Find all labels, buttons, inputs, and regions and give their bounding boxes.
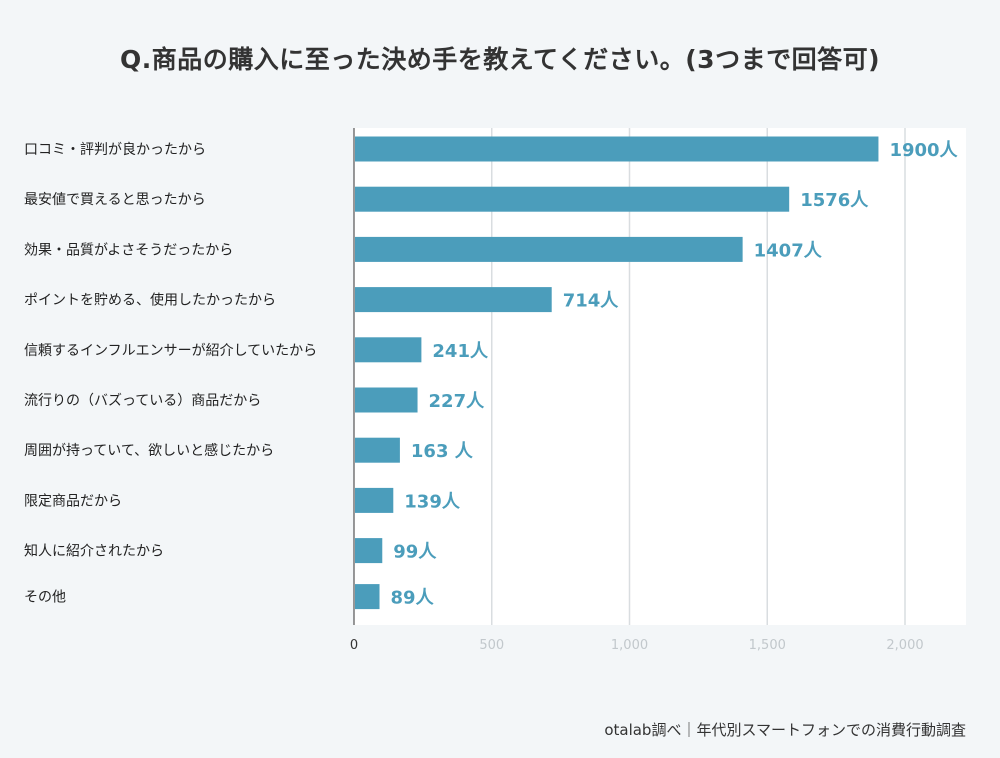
category-label-5: 信頼するインフルエンサーが紹介していたから	[24, 343, 317, 359]
bar-7	[355, 437, 400, 463]
bar-4	[355, 287, 552, 313]
bar-5	[355, 337, 422, 363]
category-label-10: その他	[24, 590, 66, 606]
tick-label-2000: 2,000	[886, 638, 923, 653]
bar-2	[355, 186, 790, 212]
value-label-6: 227人	[429, 391, 486, 412]
bar-8	[355, 487, 394, 513]
bar-chart: 口コミ・評判が良かったから最安値で買えると思ったから効果・品質がよさそうだったか…	[24, 128, 966, 653]
bar-1	[355, 136, 879, 162]
value-label-8: 139人	[404, 491, 461, 512]
category-label-3: 効果・品質がよさそうだったから	[24, 242, 233, 258]
value-label-9: 99人	[393, 542, 437, 563]
value-label-5: 241人	[432, 341, 489, 362]
value-label-3: 1407人	[754, 240, 823, 261]
value-labels: 1900人 1576人 1407人 714人 241人 227人 163 人 139人 99人 8…	[391, 140, 959, 609]
category-label-6: 流行りの（バズっている）商品だから	[24, 393, 261, 409]
bar-3	[355, 236, 743, 262]
tick-label-500: 500	[479, 638, 504, 653]
value-label-2: 1576人	[800, 190, 869, 211]
bar-6	[355, 387, 418, 413]
category-label-7: 周囲が持っていて、欲しいと感じたから	[24, 442, 274, 459]
category-label-4: ポイントを貯める、使用したかったから	[24, 292, 276, 309]
tick-label-0: 0	[350, 638, 358, 653]
tick-label-1500: 1,500	[749, 638, 786, 653]
chart-title: Q.商品の購入に至った決め手を教えてください。(3つまで回答可)	[120, 45, 880, 74]
value-label-1: 1900人	[889, 140, 958, 161]
category-label-1: 口コミ・評判が良かったから	[24, 142, 206, 158]
category-label-9: 知人に紹介されたから	[24, 543, 164, 560]
value-label-10: 89人	[391, 588, 435, 609]
bar-9	[355, 538, 383, 564]
source-note: otalab調べ｜年代別スマートフォンでの消費行動調査	[604, 721, 966, 739]
value-label-7: 163 人	[411, 441, 474, 462]
value-label-4: 714人	[563, 291, 620, 312]
bars	[355, 136, 879, 610]
x-axis-ticks: 0 500 1,000 1,500 2,000	[350, 638, 924, 653]
category-label-8: 限定商品だから	[24, 493, 122, 509]
category-labels: 口コミ・評判が良かったから最安値で買えると思ったから効果・品質がよさそうだったか…	[24, 142, 317, 606]
bar-10	[355, 584, 380, 610]
tick-label-1000: 1,000	[611, 638, 648, 653]
category-label-2: 最安値で買えると思ったから	[24, 192, 206, 208]
